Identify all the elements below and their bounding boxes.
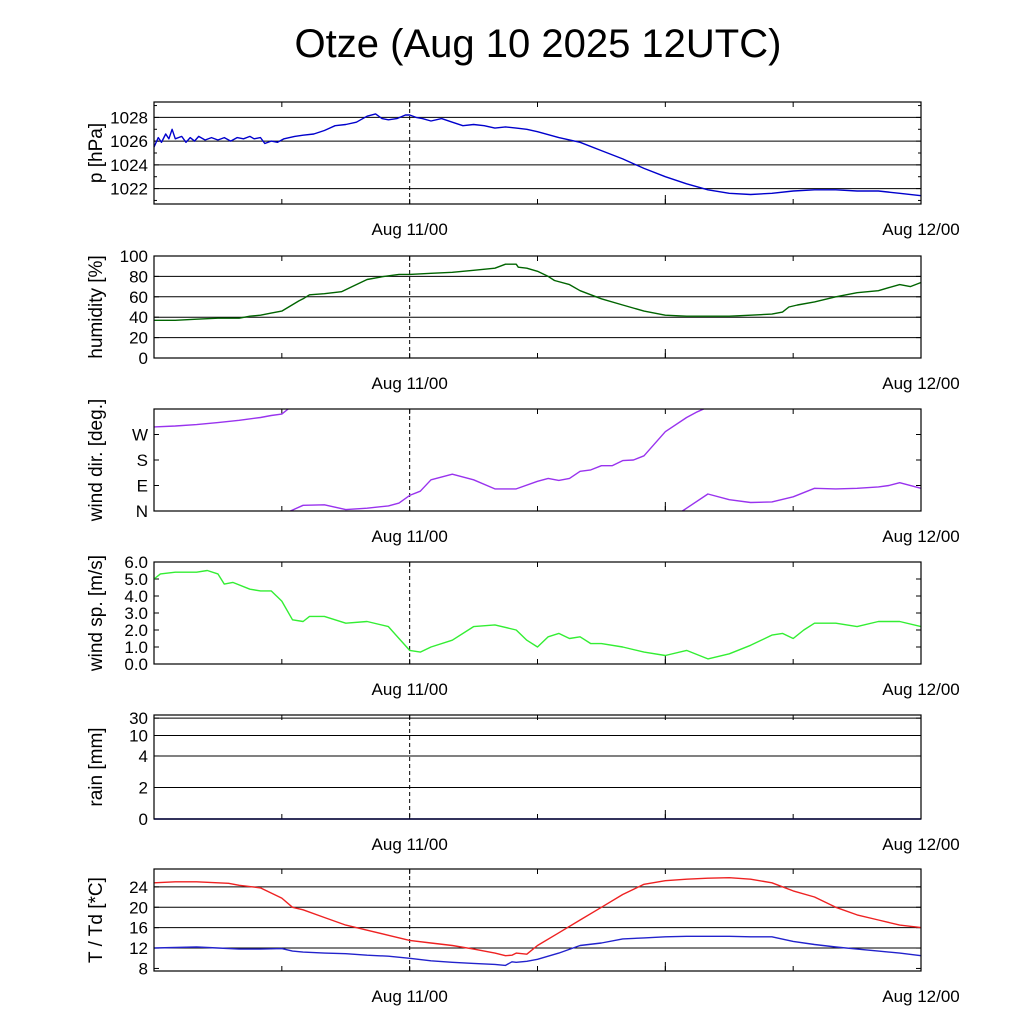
- series-line-0: [153, 408, 289, 428]
- y-tick-label: 16: [129, 919, 148, 938]
- series-line-0: [154, 263, 922, 321]
- series-line-1: [290, 408, 704, 512]
- x-tick-label: Aug 12/00: [882, 680, 960, 699]
- x-tick-label: Aug 12/00: [882, 220, 960, 239]
- y-axis-label: humidity [%]: [86, 255, 107, 358]
- panel-frame: [153, 714, 922, 820]
- y-tick-label: 0: [139, 810, 148, 829]
- x-tick-label: Aug 12/00: [882, 374, 960, 393]
- x-tick-label: Aug 11/00: [372, 527, 448, 546]
- x-tick-label: Aug 12/00: [882, 835, 960, 854]
- y-axis-label: wind sp. [m/s]: [86, 555, 107, 672]
- panel-frame: [153, 868, 922, 972]
- panel-frame: [153, 408, 922, 512]
- y-tick-label: 8: [139, 959, 148, 978]
- y-tick-label: 1.0: [124, 638, 148, 657]
- y-tick-label: 12: [129, 939, 148, 958]
- x-tick-label: Aug 11/00: [372, 835, 448, 854]
- y-axis-label: wind dir. [deg.]: [86, 399, 107, 523]
- chart-title: Otze (Aug 10 2025 12UTC): [294, 22, 782, 66]
- x-tick-label: Aug 11/00: [372, 374, 448, 393]
- x-tick-label: Aug 12/00: [882, 987, 960, 1006]
- y-tick-label: 100: [120, 247, 148, 266]
- y-tick-label: 1026: [110, 132, 148, 151]
- panel-frame: [153, 561, 922, 665]
- y-tick-label: 2.0: [124, 621, 148, 640]
- y-tick-label: 0: [139, 349, 148, 368]
- y-tick-label: 20: [129, 898, 148, 917]
- panel-3: 0.01.02.03.04.05.06.0 wind sp. [m/s] Aug 1…: [86, 553, 960, 699]
- y-tick-label: 1024: [110, 156, 148, 175]
- series-line-0: [153, 569, 922, 660]
- series-line-0: [153, 113, 922, 197]
- series-line-0: [153, 877, 922, 957]
- series-line-2: [682, 482, 922, 512]
- series-line-1: [153, 935, 922, 967]
- y-tick-label: 60: [129, 288, 148, 307]
- y-tick-label: E: [137, 477, 148, 496]
- y-tick-label: 24: [129, 878, 148, 897]
- y-tick-label: 4.0: [124, 587, 148, 606]
- y-tick-label: 40: [129, 308, 148, 327]
- x-tick-label: Aug 11/00: [372, 987, 448, 1006]
- y-tick-label: S: [137, 451, 148, 470]
- panel-frame: [153, 101, 922, 205]
- y-tick-label: 10: [129, 726, 148, 745]
- x-tick-label: Aug 12/00: [882, 527, 960, 546]
- y-tick-label: 20: [129, 329, 148, 348]
- y-axis-label: rain [mm]: [86, 727, 107, 806]
- y-tick-label: 3.0: [124, 604, 148, 623]
- y-tick-label: 30: [129, 709, 148, 728]
- x-tick-label: Aug 11/00: [372, 680, 448, 699]
- y-tick-label: W: [132, 426, 148, 445]
- panel-frame: [153, 255, 922, 359]
- y-tick-label: 80: [129, 267, 148, 286]
- y-tick-label: 2: [139, 778, 148, 797]
- y-tick-label: 0.0: [124, 655, 148, 674]
- x-tick-label: Aug 11/00: [372, 220, 448, 239]
- y-tick-label: N: [136, 502, 148, 521]
- y-tick-label: 1028: [110, 108, 148, 127]
- y-tick-label: 1022: [110, 180, 148, 199]
- y-tick-label: 4: [139, 747, 148, 766]
- y-axis-label: p [hPa]: [86, 123, 107, 183]
- y-axis-label: T / Td [*C]: [86, 877, 107, 963]
- y-tick-label: 5.0: [124, 570, 148, 589]
- y-tick-label: 6.0: [124, 553, 148, 572]
